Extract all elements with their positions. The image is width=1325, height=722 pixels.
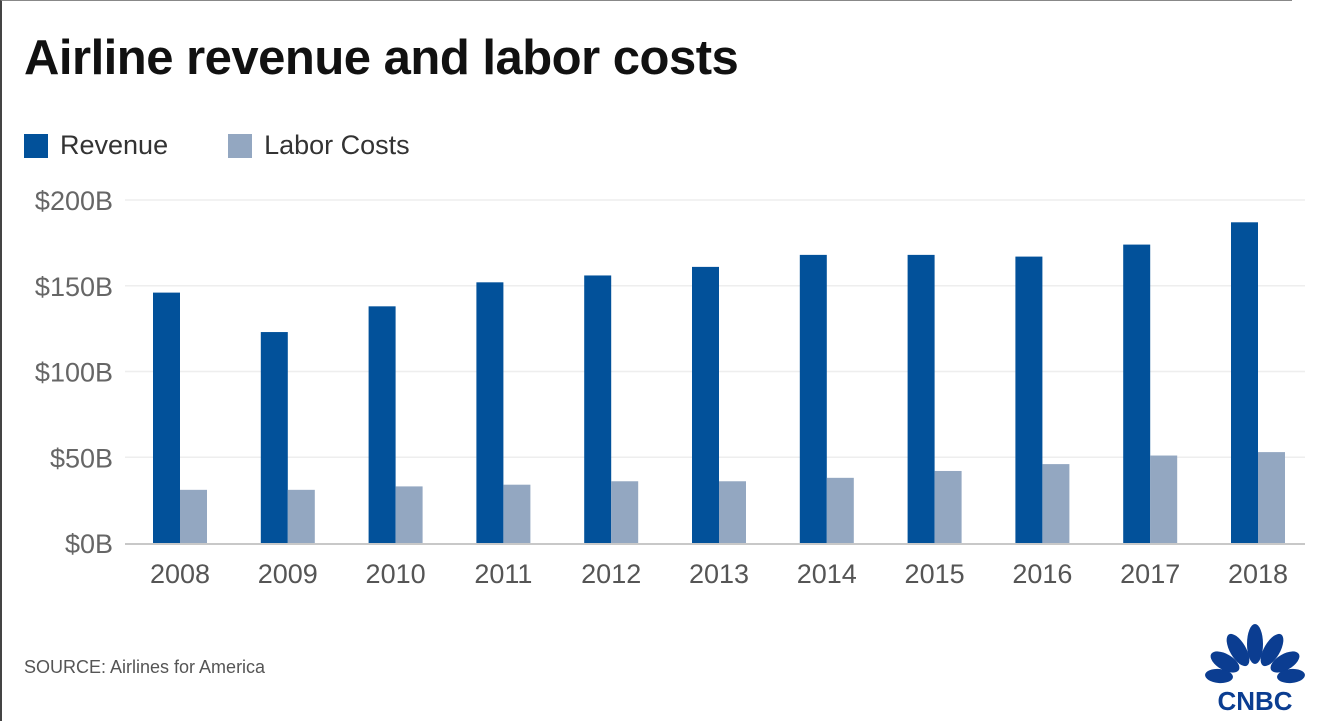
bar-labor-costs bbox=[503, 484, 531, 543]
source-note: SOURCE: Airlines for America bbox=[24, 657, 266, 677]
x-tick-label: 2012 bbox=[581, 559, 641, 589]
legend-item-labor-costs: Labor Costs bbox=[228, 130, 410, 161]
bar-revenue bbox=[692, 266, 719, 543]
bar-revenue bbox=[907, 254, 935, 543]
bar-labor-costs bbox=[826, 477, 854, 543]
legend-label-labor-costs: Labor Costs bbox=[264, 130, 410, 160]
x-tick-label: 2016 bbox=[1012, 559, 1072, 589]
x-tick-label: 2013 bbox=[689, 559, 749, 589]
y-tick-label: $0B bbox=[65, 529, 113, 559]
bar-labor-costs bbox=[180, 489, 207, 543]
bar-revenue bbox=[153, 292, 180, 543]
y-tick-label: $50B bbox=[50, 443, 113, 473]
x-tick-label: 2011 bbox=[474, 559, 532, 589]
legend-swatch-revenue bbox=[24, 133, 48, 158]
x-tick-label: 2014 bbox=[797, 559, 857, 589]
bar-revenue bbox=[260, 332, 288, 543]
bar-labor-costs bbox=[611, 481, 639, 543]
x-tick-label: 2015 bbox=[905, 559, 965, 589]
chart-frame bbox=[0, 0, 1292, 721]
bar-revenue bbox=[368, 306, 396, 543]
y-tick-label: $150B bbox=[35, 272, 113, 302]
x-tick-label: 2017 bbox=[1120, 559, 1180, 589]
bar-revenue bbox=[799, 254, 827, 543]
bar-revenue bbox=[1123, 244, 1151, 543]
chart-title: Airline revenue and labor costs bbox=[24, 31, 739, 85]
bar-labor-costs bbox=[287, 489, 315, 543]
legend: Revenue Labor Costs bbox=[24, 130, 410, 161]
x-tick-label: 2008 bbox=[150, 559, 210, 589]
x-tick-label: 2009 bbox=[258, 559, 318, 589]
bar-labor-costs bbox=[1150, 455, 1178, 543]
bar-labor-costs bbox=[395, 486, 423, 543]
bar-labor-costs bbox=[1042, 464, 1070, 543]
legend-label-revenue: Revenue bbox=[60, 130, 169, 160]
cnbc-logo: CNBC bbox=[1195, 620, 1315, 720]
x-tick-label: 2010 bbox=[366, 559, 426, 589]
bar-labor-costs bbox=[719, 481, 746, 543]
y-tick-label: $200B bbox=[35, 186, 113, 216]
bar-revenue bbox=[476, 282, 504, 543]
bar-labor-costs bbox=[934, 470, 962, 543]
y-tick-label: $100B bbox=[35, 358, 113, 388]
x-tick-label: 2018 bbox=[1228, 559, 1288, 589]
bar-revenue bbox=[1015, 256, 1043, 543]
bar-labor-costs bbox=[1258, 452, 1285, 543]
bar-revenue bbox=[584, 275, 612, 543]
legend-item-revenue: Revenue bbox=[24, 130, 168, 161]
bar-revenue bbox=[1231, 222, 1258, 544]
legend-swatch-labor-costs bbox=[228, 133, 253, 158]
svg-text:CNBC: CNBC bbox=[1217, 686, 1292, 715]
